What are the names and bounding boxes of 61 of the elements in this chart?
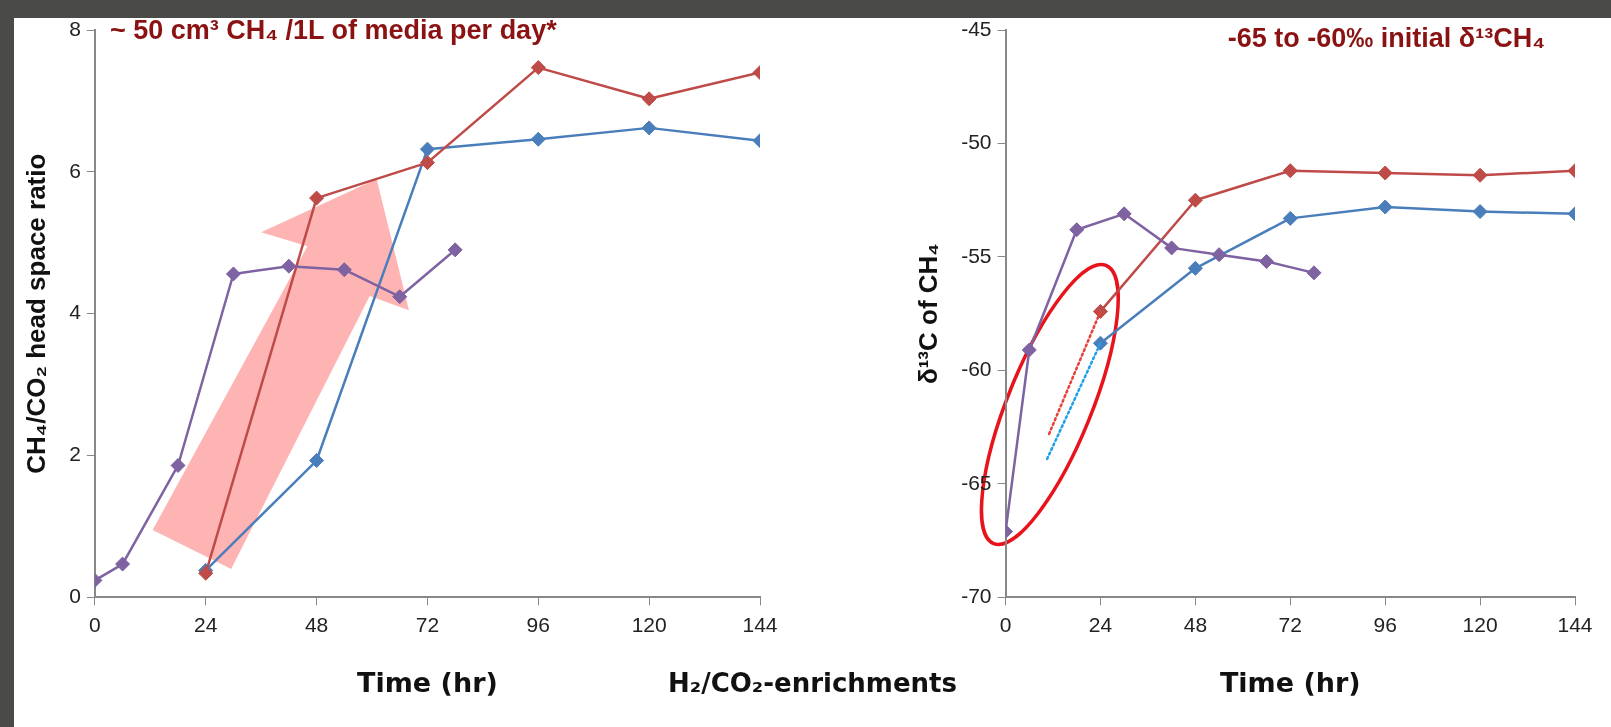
x-tick-label: 96: [526, 612, 550, 636]
point: [170, 457, 186, 473]
point: [1259, 254, 1275, 269]
point: [1069, 222, 1085, 238]
y-tick-label: 4: [69, 300, 82, 324]
y-tick-label: 2: [69, 442, 81, 466]
y-tick-label: -70: [961, 584, 992, 608]
x-tick-label: 96: [1373, 612, 1397, 636]
text: H₂/CO₂-enrichments: [668, 668, 957, 698]
x-axis-title: Time (hr): [357, 666, 498, 698]
point: [419, 141, 435, 157]
x-tick-label: 144: [742, 612, 778, 636]
point: [1472, 204, 1488, 220]
x-tick-label: 120: [1462, 612, 1498, 636]
point: [1187, 192, 1203, 208]
point: [530, 60, 546, 76]
point: [1116, 206, 1132, 222]
point: [447, 242, 463, 258]
y-tick-label: 6: [69, 158, 81, 182]
point: [392, 289, 408, 305]
point: [115, 556, 131, 572]
x-tick-label: 0: [999, 612, 1012, 636]
point: [1377, 199, 1393, 215]
point: [281, 258, 297, 274]
point: [1377, 165, 1393, 181]
y-tick-label: -60: [961, 357, 992, 381]
point: [309, 453, 325, 469]
point: [1021, 342, 1037, 358]
point: [641, 120, 657, 136]
x-tick-label: 24: [1088, 612, 1113, 636]
point: [1187, 260, 1203, 276]
x-tick-label: 72: [1278, 612, 1302, 636]
point: [1164, 240, 1180, 256]
x-tick-label: 72: [415, 612, 440, 636]
x-tick-label: 144: [1557, 612, 1593, 636]
x-tick-label: 48: [1183, 612, 1208, 636]
x-tick-label: 0: [89, 612, 101, 636]
point: [1306, 265, 1322, 281]
point: [336, 262, 352, 278]
y-axis-title: CH₄/CO₂ head space ratio: [20, 153, 51, 474]
x-tick-label: 48: [304, 612, 329, 636]
y-tick-label: 8: [69, 16, 81, 40]
point: [225, 266, 241, 282]
point: [641, 91, 657, 107]
point: [1282, 210, 1298, 226]
point: [419, 155, 435, 171]
y-tick-label: -55: [961, 243, 992, 267]
y-tick-label: -50: [961, 130, 992, 154]
point: [1282, 163, 1298, 179]
y-axis-title: δ¹³C of CH₄: [912, 243, 943, 385]
y-tick-label: -45: [961, 16, 992, 40]
x-tick-label: 24: [194, 612, 218, 636]
point: [1472, 167, 1488, 183]
chart-title: -65 to -60‰ initial δ¹³CH₄: [1227, 23, 1545, 54]
chart-title: ~ 50 cm³ CH₄ /1L of media per day*: [109, 15, 558, 46]
point: [530, 131, 546, 147]
y-tick-label: 0: [69, 584, 81, 608]
x-axis-title: Time (hr): [1219, 666, 1361, 698]
x-tick-label: 120: [631, 612, 667, 636]
point: [309, 190, 325, 206]
point: [1211, 247, 1227, 263]
